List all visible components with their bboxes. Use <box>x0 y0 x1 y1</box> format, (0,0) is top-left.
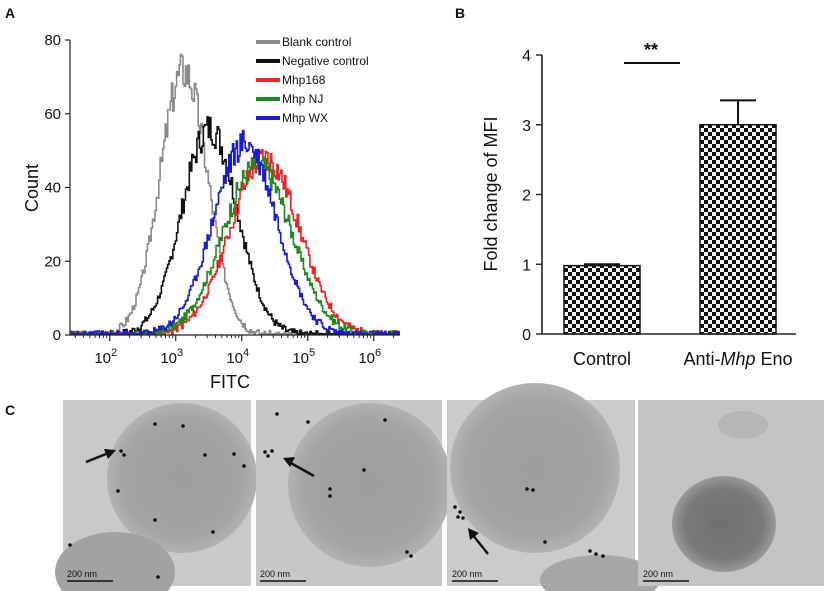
bar-marks <box>563 99 777 335</box>
scale-bar: 200 nm <box>67 569 113 582</box>
x-axis-ticks: 102 103 104 105 106 <box>74 335 395 367</box>
micrograph-1: 200 nm <box>55 400 257 591</box>
gold-particles <box>68 422 246 579</box>
y-tick-label: 20 <box>44 253 61 270</box>
panel-label-c: C <box>5 402 15 418</box>
y-tick-label: 80 <box>44 32 61 49</box>
bar <box>563 264 641 335</box>
histogram-chart: 0 20 40 60 80 102 103 104 105 106 FITC Count Bla… <box>22 32 400 392</box>
x-tick-label: 105 <box>292 347 315 367</box>
cell <box>288 403 452 567</box>
histogram-series <box>70 129 400 335</box>
histogram-series <box>70 149 400 335</box>
y-tick-label: 3 <box>522 118 531 135</box>
histogram-curves <box>70 53 400 335</box>
legend-label: Mhp168 <box>282 73 326 87</box>
cell <box>55 532 175 591</box>
panel-label-a: A <box>5 5 15 21</box>
histogram-axes <box>69 40 400 336</box>
arrow-icon <box>468 528 489 555</box>
x-tick-label: Anti-Mhp Eno <box>683 349 792 369</box>
y-tick-label: 40 <box>44 180 61 197</box>
arrow-icon <box>85 449 116 464</box>
x-axis-title: FITC <box>210 372 250 392</box>
histogram-series <box>70 153 400 335</box>
debris <box>718 411 768 439</box>
x-tick-label: 102 <box>94 347 117 367</box>
y-tick-label: 60 <box>44 106 61 123</box>
y-tick-label: 2 <box>522 188 531 205</box>
y-tick-label: 1 <box>522 257 531 274</box>
y-axis-title: Fold change of MFI <box>481 116 501 271</box>
scale-bar: 200 nm <box>452 569 498 582</box>
legend-label: Mhp NJ <box>282 92 323 106</box>
scale-bar-label: 200 nm <box>67 569 97 579</box>
bar-chart: 0 1 2 3 4 Control Anti-Mhp Eno Fold change of… <box>481 40 796 369</box>
cell <box>107 403 257 553</box>
gold-particles <box>263 412 413 558</box>
gold-particles <box>453 487 605 558</box>
scale-bar: 200 nm <box>260 569 306 582</box>
scale-bar-label: 200 nm <box>260 569 290 579</box>
cell <box>450 383 620 553</box>
x-axis-tick-labels: Control Anti-Mhp Eno <box>573 349 793 369</box>
y-tick-label: 0 <box>53 327 61 344</box>
scale-bar-label: 200 nm <box>643 569 673 579</box>
significance-label: ** <box>644 40 658 60</box>
legend-label: Negative control <box>282 54 369 68</box>
bar <box>699 124 777 335</box>
cell <box>540 555 660 591</box>
cell <box>672 476 776 572</box>
y-tick-label: 4 <box>522 48 531 65</box>
micrograph-3: 200 nm <box>447 383 660 591</box>
legend-label: Mhp WX <box>282 111 328 125</box>
scale-bar: 200 nm <box>643 569 689 582</box>
x-tick-label: Control <box>573 349 631 369</box>
y-tick-label: 0 <box>522 327 531 344</box>
histogram-series <box>70 53 400 335</box>
scale-bar-label: 200 nm <box>452 569 482 579</box>
y-axis-ticks: 0 20 40 60 80 <box>44 32 70 344</box>
arrow-icon <box>283 457 315 478</box>
legend: Blank control Negative control Mhp168 Mhp N… <box>256 35 369 125</box>
x-tick-label: 106 <box>358 347 381 367</box>
x-tick-label: 104 <box>226 347 249 367</box>
y-axis-title: Count <box>22 164 42 212</box>
legend-label: Blank control <box>282 35 351 49</box>
micrograph-2: 200 nm <box>256 400 452 586</box>
micrograph-4: 200 nm <box>638 400 824 586</box>
panel-label-b: B <box>455 5 465 21</box>
y-axis-ticks: 0 1 2 3 4 <box>522 48 542 344</box>
x-tick-label: 103 <box>160 347 183 367</box>
